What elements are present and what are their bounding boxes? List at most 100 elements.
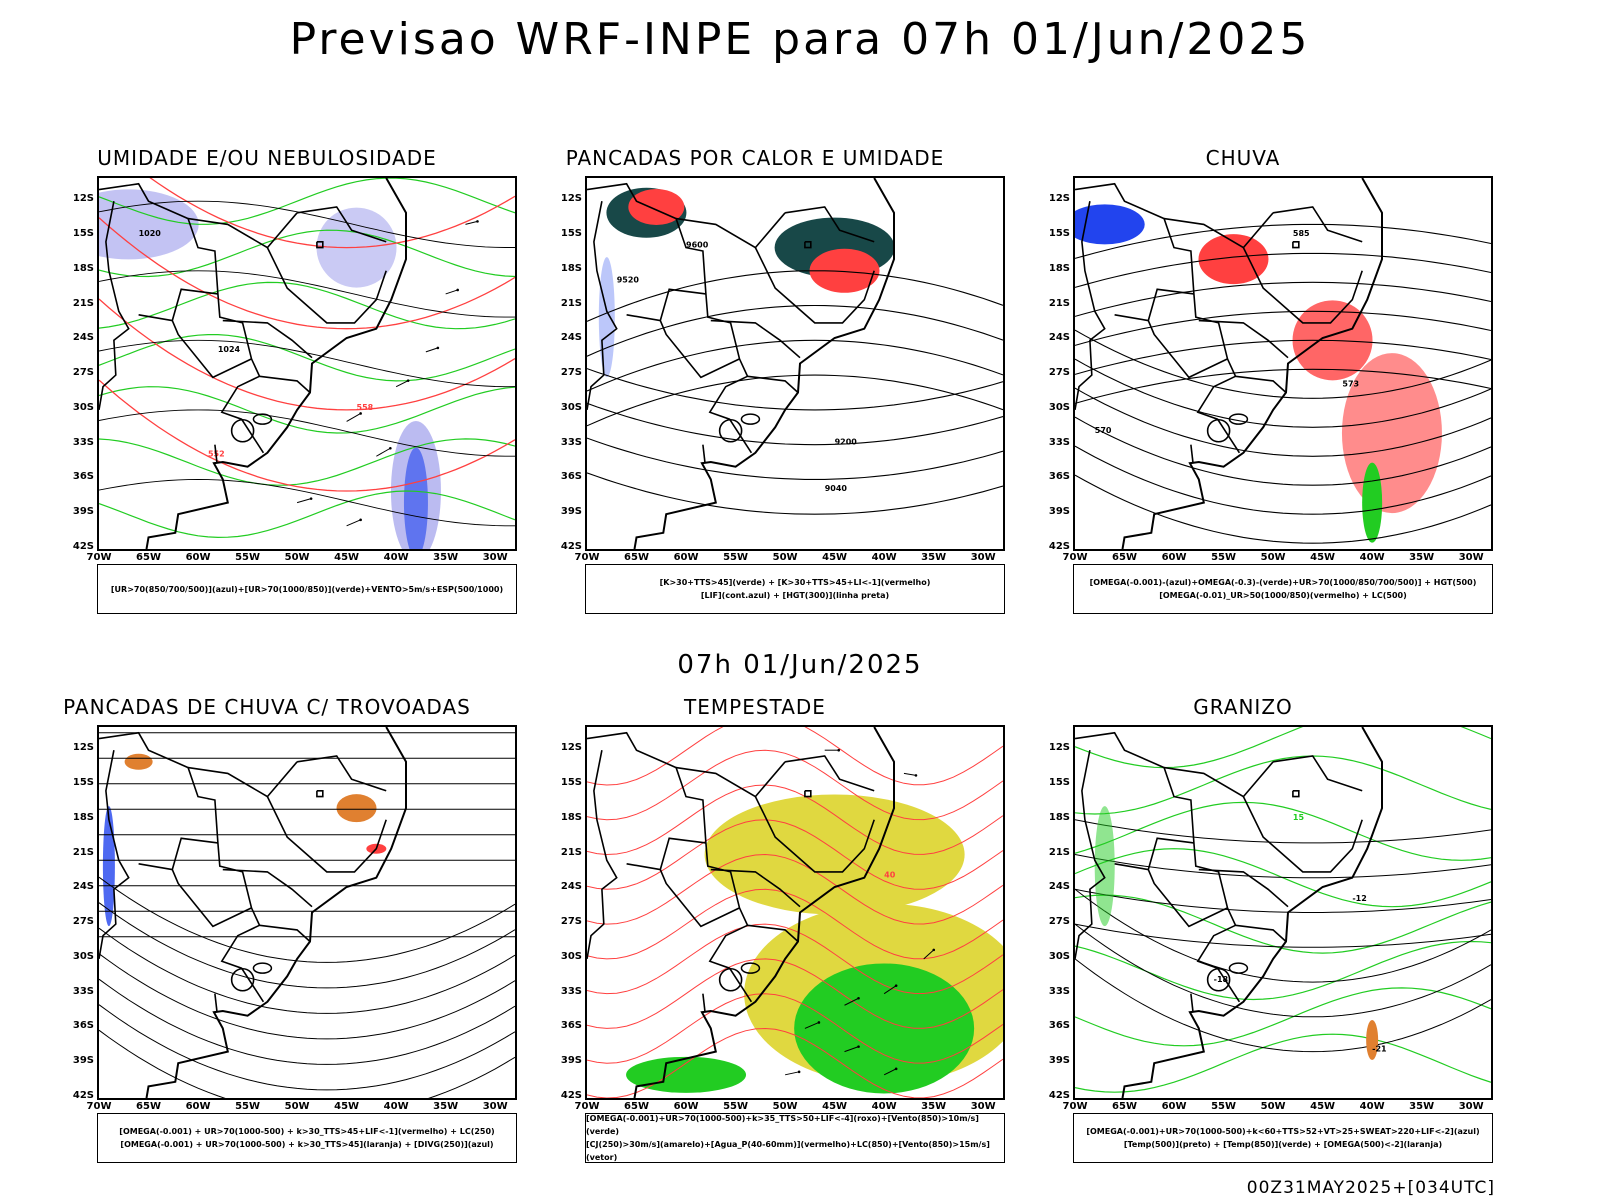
contour-line — [754, 796, 875, 873]
contour-label: -12 — [1352, 894, 1366, 903]
contour-line — [1075, 223, 1491, 259]
contour-line — [222, 319, 313, 359]
latitude-label: 33S — [1048, 436, 1070, 448]
legend-trovoadas: [OMEGA(-0.001) + UR>70(1000-500) + k>30_… — [97, 1113, 517, 1163]
shaded-region — [1198, 234, 1269, 285]
longitude-label: 55W — [1211, 552, 1237, 563]
contour-line — [710, 319, 801, 359]
latitude-label: 21S — [560, 846, 582, 858]
latitude-label: 24S — [1048, 881, 1070, 893]
latitude-label: 39S — [560, 506, 582, 518]
panel-title: PANCADAS POR CALOR E UMIDADE — [565, 146, 945, 170]
contour-line — [675, 212, 786, 249]
wind-vector-head — [359, 518, 362, 522]
lagoa-dos-patos — [740, 962, 761, 974]
latitude-label: 30S — [560, 950, 582, 962]
contour-label: 40 — [884, 871, 896, 880]
legend-pancadas-calor: [K>30+TTS>45](verde) + [K>30+TTS>45+LI<-… — [585, 564, 1005, 614]
contour-line — [1114, 314, 1149, 322]
map-trovoadas — [97, 725, 517, 1100]
wind-vector — [923, 949, 935, 960]
latitude-label: 24S — [560, 881, 582, 893]
contour-line — [138, 863, 173, 871]
contour-line — [171, 288, 252, 379]
contour-line — [316, 790, 324, 798]
contour-line — [659, 837, 740, 928]
contour-line — [99, 1004, 515, 1091]
wind-vector — [784, 1071, 800, 1076]
contour-line — [99, 953, 515, 1040]
panel-umidade: UMIDADE E/OU NEBULOSIDADE 1020 1024 552 558… — [52, 146, 517, 621]
latitude-label: 33S — [560, 436, 582, 448]
contour-line — [1075, 987, 1491, 1047]
longitude-label: 65W — [1112, 1101, 1137, 1112]
border-uruguay — [718, 418, 743, 443]
latitude-label: 18S — [560, 811, 582, 823]
contour-line — [702, 444, 706, 463]
latitude-label: 36S — [72, 1020, 94, 1032]
contour-line — [1075, 310, 1491, 346]
contour-line — [587, 304, 1003, 357]
latitude-label: 12S — [72, 742, 94, 754]
longitude-label: 40W — [383, 1101, 409, 1112]
contour-line — [99, 438, 515, 486]
latitude-label: 27S — [72, 916, 94, 928]
panel-title: PANCADAS DE CHUVA C/ TROVOADAS — [63, 695, 471, 719]
longitude-label: 50W — [772, 1101, 798, 1112]
contour-line — [138, 314, 173, 322]
contour-line — [1075, 281, 1491, 317]
legend-line: [LIF](cont.azul) + [HGT(300)](linha pret… — [700, 591, 890, 600]
latitude-label: 39S — [1048, 506, 1070, 518]
lagoa-dos-patos — [1228, 413, 1249, 425]
longitude-label: 55W — [235, 552, 261, 563]
contour-line — [187, 212, 298, 249]
contour-line — [587, 923, 1003, 995]
latitude-label: 15S — [1048, 776, 1070, 788]
contour-line — [1272, 206, 1363, 243]
shaded-region — [598, 257, 615, 378]
contour-line — [587, 888, 1003, 960]
latitude-label: 33S — [72, 985, 94, 997]
contour-label: 9600 — [686, 241, 709, 250]
longitude-label: 65W — [624, 552, 649, 563]
wind-vector-head — [406, 379, 410, 382]
contour-line — [1190, 993, 1194, 1012]
longitude-label: 50W — [284, 1101, 310, 1112]
contour-line — [587, 727, 1003, 786]
contour-line — [587, 368, 1003, 411]
contour-line — [296, 206, 387, 243]
contour-label: 9200 — [835, 438, 858, 447]
wind-vector — [465, 220, 478, 225]
contour-label: 585 — [1293, 229, 1310, 238]
legend-line: [K>30+TTS>45](verde) + [K>30+TTS>45+LI<-… — [659, 578, 931, 587]
contour-line — [1075, 888, 1491, 983]
panel-granizo: GRANIZO -12 -18 -21 15 [OMEGA(-0.001)+UR>70… — [1028, 695, 1493, 1170]
contour-line — [187, 761, 298, 798]
latitude-label: 24S — [72, 881, 94, 893]
shaded-region — [102, 806, 115, 927]
contour-line — [99, 229, 515, 278]
wind-vector-head — [817, 1021, 821, 1024]
legend-line: [UR>70(850/700/500)](azul)+[UR>70(1000/8… — [110, 584, 504, 594]
legend-line: [CJ(250)>30m/s](amarelo)+[Agua_P(40-60mm… — [586, 1140, 990, 1162]
contour-line — [1075, 358, 1491, 428]
longitude-label: 70W — [86, 1101, 112, 1112]
wind-vector-head — [389, 446, 392, 450]
border-uruguay — [1206, 418, 1231, 443]
contour-line — [99, 217, 515, 330]
longitude-label: 60W — [185, 552, 211, 563]
contour-label: 1024 — [218, 345, 241, 354]
latitude-label: 36S — [560, 471, 582, 483]
longitude-label: 45W — [334, 1101, 360, 1112]
longitude-label: 60W — [1161, 552, 1187, 563]
contour-line — [1190, 444, 1194, 463]
contour-line — [259, 375, 311, 394]
latitude-label: 42S — [560, 1090, 582, 1101]
latitude-label: 24S — [72, 332, 94, 344]
contour-line — [1235, 375, 1287, 394]
contour-line — [1075, 252, 1491, 288]
latitude-label: 42S — [72, 541, 94, 552]
latitude-label: 12S — [560, 742, 582, 754]
contour-line — [99, 731, 265, 1003]
latitude-label: 21S — [1048, 846, 1070, 858]
